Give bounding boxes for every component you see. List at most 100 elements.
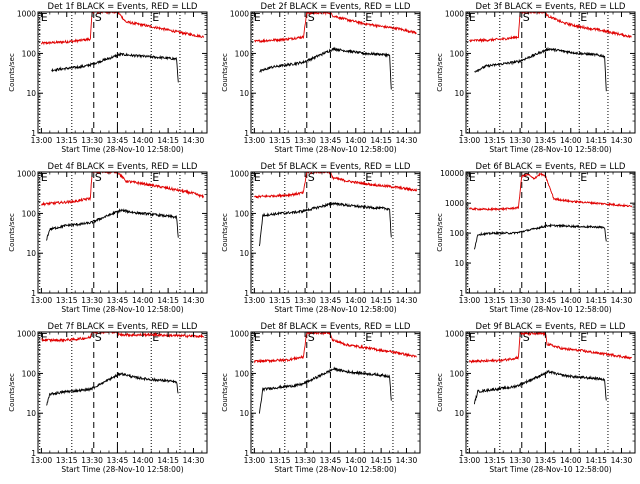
y-tick-label: 10 bbox=[239, 249, 249, 258]
x-axis-label: Start Time (28-Nov-10 12:58:00) bbox=[274, 305, 396, 314]
x-tick-label: 13:15 bbox=[484, 456, 506, 465]
x-tick-label: 14:00 bbox=[345, 136, 367, 145]
x-tick-label: 13:15 bbox=[269, 456, 291, 465]
series-line-lld bbox=[41, 172, 205, 207]
marker-label-s: S bbox=[308, 171, 315, 184]
x-tick-label: 13:00 bbox=[244, 296, 266, 305]
y-tick-label: 100 bbox=[235, 49, 250, 58]
marker-label-e: E bbox=[41, 171, 48, 184]
y-tick-label: 100 bbox=[22, 369, 37, 378]
x-tick-label: 14:00 bbox=[132, 456, 154, 465]
y-tick-label: 10 bbox=[239, 89, 249, 98]
y-tick-label: 1000 bbox=[445, 330, 464, 339]
y-tick-label: 100 bbox=[235, 369, 250, 378]
y-tick-label: 1000 bbox=[17, 330, 36, 339]
x-tick-label: 13:45 bbox=[320, 456, 342, 465]
chart-title: Det 4f BLACK = Events, RED = LLD bbox=[48, 162, 198, 172]
series-line-lld bbox=[468, 172, 633, 212]
x-tick-label: 14:30 bbox=[396, 296, 418, 305]
y-tick-label: 10 bbox=[454, 259, 464, 268]
y-axis-label: Counts/sec bbox=[8, 53, 16, 92]
series-line-events bbox=[473, 369, 607, 405]
x-tick-label: 13:30 bbox=[294, 456, 316, 465]
y-axis-label: Counts/sec bbox=[221, 53, 229, 92]
y-tick-label: 100 bbox=[450, 369, 465, 378]
marker-label-s: S bbox=[95, 331, 102, 344]
x-tick-label: 14:15 bbox=[585, 456, 607, 465]
chart-title: Det 1f BLACK = Events, RED = LLD bbox=[48, 2, 198, 12]
x-tick-label: 14:00 bbox=[132, 136, 154, 145]
marker-label-e: E bbox=[469, 331, 476, 344]
x-tick-label: 14:30 bbox=[183, 136, 205, 145]
y-axis-label: Counts/sec bbox=[221, 373, 229, 412]
series-line-events bbox=[474, 46, 607, 92]
marker-label-e: E bbox=[152, 171, 159, 184]
x-axis-label: Start Time (28-Nov-10 12:58:00) bbox=[61, 305, 183, 314]
x-tick-label: 13:30 bbox=[509, 456, 531, 465]
series-line-lld bbox=[41, 332, 204, 343]
marker-label-e: E bbox=[254, 331, 261, 344]
marker-label-e: E bbox=[152, 331, 159, 344]
marker-label-e: E bbox=[152, 11, 159, 24]
x-tick-label: 14:00 bbox=[132, 296, 154, 305]
y-tick-label: 1 bbox=[31, 129, 36, 138]
marker-label-s: S bbox=[523, 331, 530, 344]
y-tick-label: 100 bbox=[450, 229, 465, 238]
marker-label-s: S bbox=[308, 11, 315, 24]
y-tick-label: 10 bbox=[239, 409, 249, 418]
marker-label-e: E bbox=[365, 331, 372, 344]
y-tick-label: 1 bbox=[31, 449, 36, 458]
marker-label-e: E bbox=[254, 11, 261, 24]
x-tick-label: 13:00 bbox=[459, 136, 481, 145]
x-tick-label: 13:30 bbox=[509, 296, 531, 305]
marker-label-e: E bbox=[580, 331, 587, 344]
x-axis-label: Start Time (28-Nov-10 12:58:00) bbox=[489, 465, 611, 474]
x-tick-label: 13:45 bbox=[107, 456, 129, 465]
marker-label-e: E bbox=[365, 11, 372, 24]
x-tick-label: 13:15 bbox=[269, 136, 291, 145]
x-tick-label: 13:30 bbox=[81, 296, 103, 305]
y-axis-label: Counts/sec bbox=[436, 213, 444, 252]
chart-title: Det 9f BLACK = Events, RED = LLD bbox=[476, 322, 626, 332]
marker-label-e: E bbox=[41, 331, 48, 344]
x-tick-label: 13:15 bbox=[484, 296, 506, 305]
marker-label-s: S bbox=[523, 11, 530, 24]
y-tick-label: 1000 bbox=[230, 10, 249, 19]
y-tick-label: 10 bbox=[454, 89, 464, 98]
series-line-events bbox=[473, 222, 607, 250]
chart-title: Det 2f BLACK = Events, RED = LLD bbox=[261, 2, 411, 12]
plot-frame bbox=[250, 331, 421, 454]
y-axis-label: Counts/sec bbox=[221, 213, 229, 252]
x-tick-label: 14:00 bbox=[345, 296, 367, 305]
x-tick-label: 14:15 bbox=[370, 456, 392, 465]
x-tick-label: 13:00 bbox=[459, 456, 481, 465]
marker-label-e: E bbox=[580, 11, 587, 24]
x-tick-label: 13:45 bbox=[535, 296, 557, 305]
x-tick-label: 14:15 bbox=[585, 136, 607, 145]
y-tick-label: 10 bbox=[454, 409, 464, 418]
y-tick-label: 100 bbox=[22, 49, 37, 58]
series-line-lld bbox=[253, 332, 417, 364]
x-tick-label: 13:30 bbox=[294, 296, 316, 305]
x-tick-label: 14:00 bbox=[560, 136, 582, 145]
y-tick-label: 1000 bbox=[230, 330, 249, 339]
x-tick-label: 14:30 bbox=[183, 296, 205, 305]
y-tick-label: 1 bbox=[459, 129, 464, 138]
y-tick-label: 100 bbox=[235, 209, 250, 218]
x-tick-label: 13:45 bbox=[320, 296, 342, 305]
x-tick-label: 13:15 bbox=[56, 296, 78, 305]
marker-label-s: S bbox=[95, 171, 102, 184]
y-tick-label: 100 bbox=[22, 209, 37, 218]
x-tick-label: 13:00 bbox=[31, 136, 53, 145]
plot-frame bbox=[465, 331, 636, 454]
x-tick-label: 13:00 bbox=[459, 296, 481, 305]
chart-title: Det 7f BLACK = Events, RED = LLD bbox=[48, 322, 198, 332]
x-tick-label: 13:00 bbox=[31, 296, 53, 305]
